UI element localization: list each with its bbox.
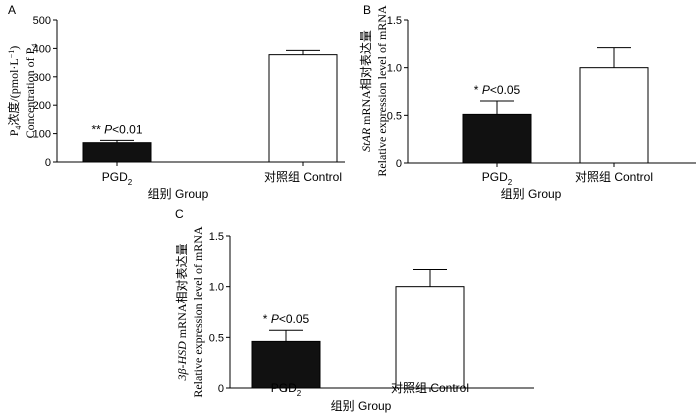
panel-c: C 0 0.5 1.0 1.5 PGD2 * P<0.05 对照组 Control 组别 Gro… [175,207,534,413]
panel-b: B 0 0.5 1.0 1.5 PGD2 * P<0.05 对照组 Control 组别 Gro… [359,3,696,201]
y-tick-label: 100 [33,129,51,141]
y-tick-label: 1.5 [387,15,402,27]
x-axis-title: 组别 Group [331,399,392,413]
x-tick-label: PGD2 [271,381,302,398]
y-axis-title-line-2: Relative expression level of mRNA [375,5,389,177]
panel-letter: A [8,3,16,17]
x-tick-label: PGD2 [102,170,133,187]
y-tick-label: 0 [396,158,402,170]
x-axis-title: 组别 Group [501,187,562,201]
y-tick-label: 400 [33,43,51,55]
y-tick-label: 1.0 [387,63,402,75]
y-tick-label: 0 [218,383,224,395]
significance-label: ** P<0.01 [91,122,142,136]
bar-0 [82,142,152,163]
y-tick-label: 0.5 [209,332,224,344]
y-tick-label: 1.5 [209,231,224,243]
y-tick-label: 300 [33,72,51,84]
y-tick-label: 0 [45,157,51,169]
y-axis-title-line-2: Concentration of P4 [23,44,39,139]
y-tick-label: 0.5 [387,110,402,122]
y-axis-title-line-1: StAR mRNA相对表达量 [359,30,373,152]
y-axis-title-line-1: 3β-HSD mRNA相对表达量 [175,244,189,382]
x-tick-label: PGD2 [482,170,513,187]
bar-1 [579,67,649,164]
x-tick-label: 对照组 Control [264,170,342,184]
x-tick-label: 对照组 Control [575,170,653,184]
bar-0 [251,340,321,389]
x-tick-label: 对照组 Control [391,381,469,395]
x-axis-title: 组别 Group [148,187,209,201]
y-axis-title-line-2: Relative expression level of mRNA [191,226,205,398]
bar-1 [395,286,465,389]
significance-label: * P<0.05 [263,312,310,326]
y-tick-label: 500 [33,15,51,27]
y-tick-label: 1.0 [209,282,224,294]
bar-0 [462,113,532,164]
y-axis-title-line-1: P4浓度/(pmol·L−1) [6,46,23,137]
panel-a: A 0 100 200 300 400 500 PGD2 ** P<0.01 对照组 Contro… [6,3,345,201]
panel-letter: C [175,207,184,221]
significance-label: * P<0.05 [474,83,521,97]
bar-1 [268,54,338,163]
panel-letter: B [363,3,371,17]
y-tick-label: 200 [33,100,51,112]
